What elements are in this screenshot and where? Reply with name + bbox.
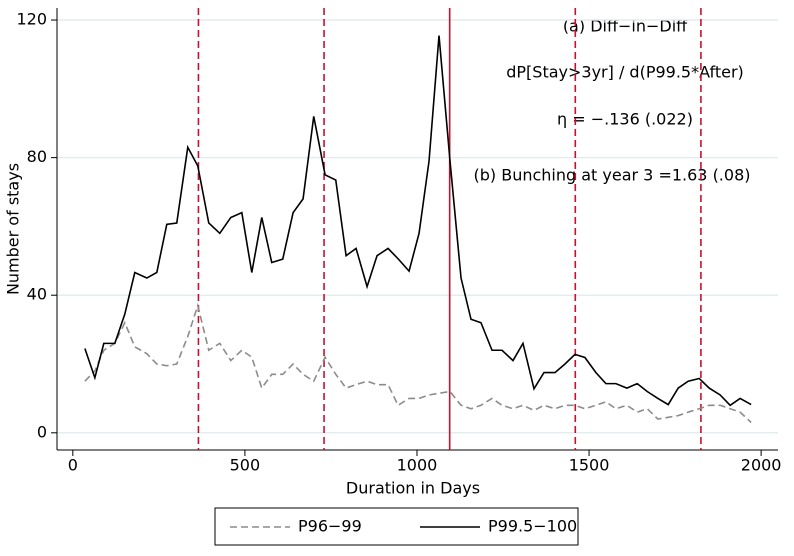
x-tick-label: 500: [230, 456, 261, 475]
legend-label: P96−99: [298, 517, 362, 536]
series-line: [84, 35, 752, 407]
y-tick-label: 0: [37, 422, 47, 441]
x-tick-label: 1500: [569, 456, 610, 475]
x-axis-title: Duration in Days: [346, 479, 480, 498]
y-tick-label: 120: [16, 10, 47, 29]
annotation: dP[Stay>3yr] / d(P99.5*After): [506, 63, 744, 82]
annotation: (a) Diff−in−Diff: [563, 17, 688, 36]
annotation: η = −.136 (.022): [557, 110, 693, 129]
y-axis-title: Number of stays: [4, 163, 23, 295]
x-tick-label: 2000: [741, 456, 782, 475]
series-line: [84, 302, 752, 424]
legend-label: P99.5−100: [488, 517, 577, 536]
y-tick-label: 40: [27, 285, 47, 304]
annotation: (b) Bunching at year 3 =1.63 (.08): [473, 166, 750, 185]
x-tick-label: 1000: [397, 456, 438, 475]
x-tick-label: 0: [68, 456, 78, 475]
y-tick-label: 80: [27, 147, 47, 166]
